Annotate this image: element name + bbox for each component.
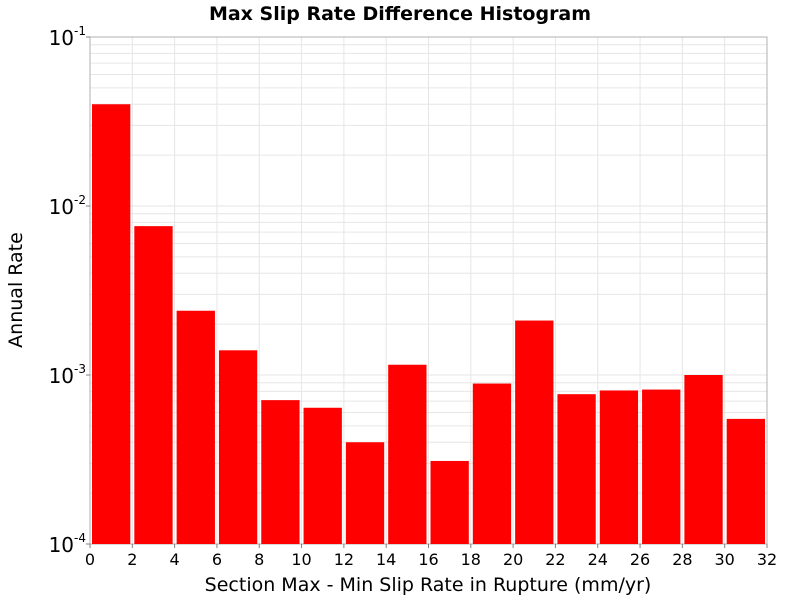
y-tick-label: 10-3 [49, 362, 86, 388]
x-tick-label: 10 [291, 550, 311, 569]
histogram-bar [261, 400, 300, 544]
x-axis-label: Section Max - Min Slip Rate in Rupture (… [205, 574, 652, 596]
y-axis-label: Annual Rate [5, 232, 27, 348]
x-tick-label: 20 [503, 550, 523, 569]
x-tick-label: 32 [757, 550, 777, 569]
x-tick-label: 26 [630, 550, 650, 569]
y-tick-label: 10-4 [49, 531, 86, 557]
y-tick-label: 10-1 [49, 24, 86, 50]
histogram-bar [388, 364, 427, 544]
histogram-bar [726, 418, 765, 544]
histogram-bar [599, 390, 639, 544]
chart-title: Max Slip Rate Difference Histogram [209, 3, 591, 25]
bars [92, 104, 765, 544]
y-axis-ticks: 10-1 10-2 10-3 10-4 [49, 24, 90, 557]
histogram-bar [218, 350, 258, 544]
x-tick-label: 22 [545, 550, 565, 569]
x-tick-label: 14 [376, 550, 396, 569]
x-axis-ticks: 0 2 4 6 8 10 12 14 16 18 20 22 24 26 28 30 32 [85, 544, 777, 569]
x-tick-label: 8 [254, 550, 264, 569]
x-tick-label: 6 [212, 550, 222, 569]
histogram-bar [557, 394, 596, 544]
histogram-bar [684, 375, 723, 544]
x-tick-label: 28 [672, 550, 692, 569]
histogram-bar [345, 442, 385, 544]
x-tick-label: 12 [334, 550, 354, 569]
x-tick-label: 24 [588, 550, 608, 569]
histogram-bar [303, 407, 342, 544]
histogram-bar [515, 320, 554, 544]
x-tick-label: 18 [461, 550, 481, 569]
x-tick-label: 2 [127, 550, 137, 569]
x-tick-label: 0 [85, 550, 95, 569]
x-tick-label: 16 [418, 550, 438, 569]
histogram-bar [92, 104, 131, 544]
histogram-bar [642, 389, 681, 544]
x-tick-label: 4 [170, 550, 180, 569]
histogram-bar [430, 460, 469, 544]
histogram-bar [472, 383, 512, 544]
y-tick-label: 10-2 [49, 193, 86, 219]
histogram-bar [134, 226, 173, 544]
histogram-bar [176, 310, 215, 544]
x-tick-label: 30 [715, 550, 735, 569]
